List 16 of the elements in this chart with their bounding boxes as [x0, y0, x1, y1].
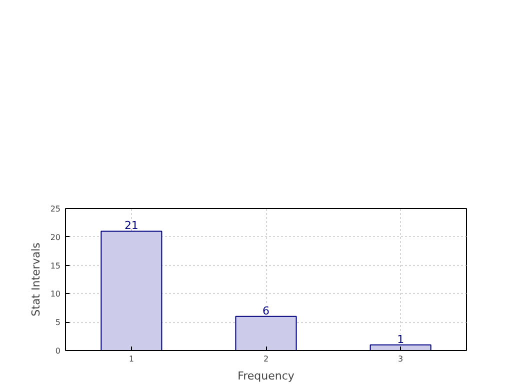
- data-label: 6: [262, 304, 270, 318]
- y-tick-label: 20: [50, 232, 61, 242]
- x-axis-title: Frequency: [238, 370, 295, 382]
- data-label: 21: [124, 219, 138, 232]
- y-axis-title: Stat Intervals: [29, 242, 42, 316]
- y-tick-label: 0: [55, 346, 61, 356]
- bar: [100, 230, 162, 350]
- data-label: 1: [397, 332, 404, 346]
- x-tick-label: 1: [128, 354, 134, 364]
- bar: [235, 316, 297, 350]
- x-tick-label: 2: [263, 354, 269, 364]
- y-tick-label: 5: [55, 318, 61, 328]
- y-tick-label: 25: [50, 204, 61, 214]
- y-tick-label: 10: [50, 290, 61, 299]
- x-tick-label: 3: [398, 354, 404, 364]
- y-tick-label: 15: [50, 261, 61, 270]
